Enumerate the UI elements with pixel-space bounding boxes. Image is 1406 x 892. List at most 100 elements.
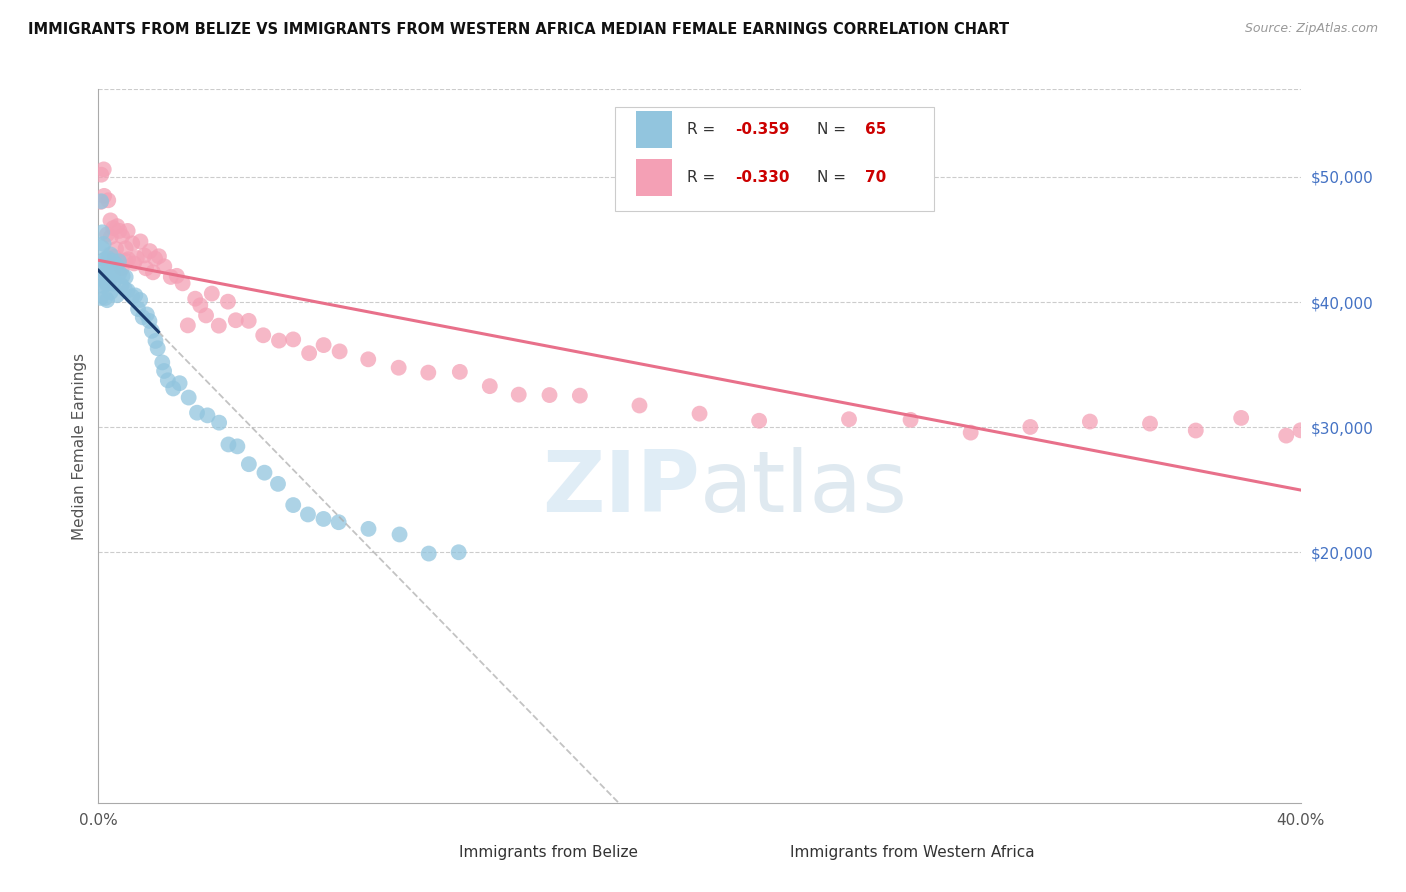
Point: [127, 301, 149, 316]
Point: [108, 224, 131, 238]
Point: [252, 328, 274, 343]
Point: [628, 399, 651, 413]
Point: [105, 288, 128, 302]
Point: [900, 413, 922, 427]
Point: [1139, 417, 1161, 431]
Point: [135, 307, 157, 321]
Point: [148, 249, 170, 263]
Point: [253, 466, 276, 480]
Point: [153, 260, 176, 274]
Point: [90, 194, 112, 209]
Point: [98, 273, 121, 287]
Point: [105, 219, 128, 234]
Point: [93, 189, 115, 203]
Point: [101, 254, 124, 268]
Point: [159, 269, 181, 284]
Point: [142, 265, 165, 279]
Text: R =: R =: [688, 122, 721, 137]
Point: [124, 288, 146, 302]
Point: [96, 293, 118, 308]
Point: [114, 241, 136, 255]
Y-axis label: Median Female Earnings: Median Female Earnings: [72, 352, 87, 540]
Text: IMMIGRANTS FROM BELIZE VS IMMIGRANTS FROM WESTERN AFRICA MEDIAN FEMALE EARNINGS : IMMIGRANTS FROM BELIZE VS IMMIGRANTS FRO…: [28, 22, 1010, 37]
Point: [225, 313, 247, 327]
Point: [195, 309, 218, 323]
Point: [93, 162, 115, 177]
Text: atlas: atlas: [700, 447, 907, 531]
Point: [329, 344, 352, 359]
Point: [153, 364, 176, 378]
Point: [114, 270, 136, 285]
Point: [121, 236, 143, 251]
Point: [297, 508, 319, 522]
Point: [105, 242, 128, 256]
Point: [96, 260, 118, 274]
Point: [94, 267, 117, 281]
Point: [208, 318, 231, 333]
Point: [108, 254, 131, 268]
Point: [96, 227, 118, 242]
Point: [90, 291, 112, 305]
Point: [312, 338, 335, 352]
Text: N =: N =: [817, 122, 851, 137]
Point: [748, 414, 770, 428]
Point: [1230, 411, 1253, 425]
Point: [143, 252, 166, 266]
FancyBboxPatch shape: [636, 159, 672, 196]
Point: [90, 194, 112, 209]
Point: [138, 314, 160, 328]
Text: Source: ZipAtlas.com: Source: ZipAtlas.com: [1244, 22, 1378, 36]
Point: [96, 276, 118, 290]
Point: [226, 439, 249, 453]
Point: [101, 268, 124, 282]
Point: [93, 252, 115, 267]
Point: [197, 409, 219, 423]
Point: [103, 221, 125, 235]
Point: [103, 250, 125, 264]
Point: [90, 264, 112, 278]
Point: [1184, 424, 1206, 438]
Point: [114, 253, 136, 268]
Point: [172, 277, 194, 291]
Point: [478, 379, 501, 393]
Point: [418, 366, 440, 380]
Point: [117, 252, 139, 267]
Point: [108, 255, 131, 269]
Point: [114, 282, 136, 296]
Point: [100, 285, 122, 300]
Point: [283, 333, 305, 347]
FancyBboxPatch shape: [418, 837, 451, 871]
Point: [145, 334, 167, 348]
Point: [90, 275, 112, 289]
Point: [125, 251, 148, 265]
Point: [166, 268, 188, 283]
Point: [1275, 428, 1298, 442]
Point: [156, 373, 179, 387]
Text: Immigrants from Western Africa: Immigrants from Western Africa: [790, 846, 1035, 860]
Text: -0.359: -0.359: [735, 122, 790, 137]
Point: [90, 168, 112, 182]
Point: [117, 284, 139, 298]
Text: R =: R =: [688, 170, 721, 186]
Point: [122, 256, 145, 270]
Point: [103, 277, 125, 291]
Point: [93, 279, 115, 293]
Point: [238, 457, 260, 471]
Point: [959, 425, 981, 440]
Point: [184, 292, 207, 306]
Point: [129, 293, 152, 307]
Point: [689, 407, 711, 421]
Point: [135, 261, 157, 276]
Point: [141, 324, 163, 338]
Point: [90, 240, 112, 254]
Point: [169, 376, 191, 391]
Point: [388, 360, 411, 375]
Point: [97, 194, 120, 208]
Point: [298, 346, 321, 360]
Point: [208, 416, 231, 430]
Point: [91, 225, 114, 239]
Point: [267, 334, 290, 348]
Text: -0.330: -0.330: [735, 170, 790, 186]
Point: [139, 244, 162, 259]
Point: [188, 298, 211, 312]
